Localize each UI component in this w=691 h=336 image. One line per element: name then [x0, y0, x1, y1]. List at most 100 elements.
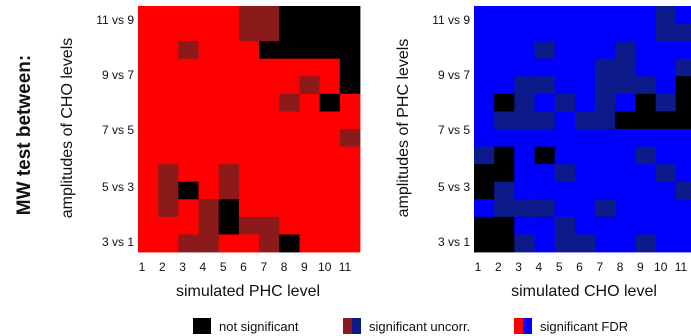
heatmap-cell	[474, 129, 495, 147]
heatmap-cell	[178, 199, 199, 218]
heatmap-cell	[514, 181, 535, 200]
heatmap-cell	[534, 129, 556, 147]
heatmap-cell	[319, 58, 341, 77]
heatmap-cell	[339, 58, 361, 77]
heatmap-cell	[339, 216, 361, 235]
heatmap-cell	[554, 164, 576, 183]
heatmap-cell	[595, 6, 616, 24]
heatmap-cell	[218, 58, 240, 77]
heatmap-cell	[514, 6, 535, 24]
heatmap-cell	[574, 146, 596, 165]
heatmap-cell	[218, 6, 240, 24]
heatmap-cell	[494, 234, 515, 253]
heatmap-cell	[574, 41, 596, 60]
x-tick-label: 1	[139, 260, 146, 274]
y-tick-label: 5 vs 3	[438, 180, 470, 194]
heatmap-cell	[138, 234, 159, 253]
heatmap-cell	[238, 76, 260, 95]
heatmap-cell	[279, 41, 300, 60]
heatmap-cell	[339, 129, 361, 147]
heatmap-cell	[178, 23, 199, 42]
heatmap-cell	[238, 58, 260, 77]
heatmap-cell	[218, 129, 240, 147]
heatmap-cell	[574, 216, 596, 235]
heatmap-cell	[514, 234, 535, 253]
heatmap-cell	[494, 23, 515, 42]
heatmap-cell	[218, 111, 240, 130]
heatmap-cell	[514, 129, 535, 147]
heatmap-cell	[279, 164, 300, 183]
heatmap-cell	[615, 164, 636, 183]
heatmap-cell	[514, 111, 535, 130]
legend: not significant significant uncorr. sign…	[193, 318, 628, 334]
heatmap-cell	[514, 164, 535, 183]
heatmap-cell	[138, 181, 159, 200]
heatmap-cell	[574, 199, 596, 218]
heatmap-cell	[279, 234, 300, 253]
heatmap-cell	[474, 93, 495, 112]
heatmap-cell	[635, 129, 657, 147]
heatmap-cell	[259, 23, 280, 42]
heatmap-cell	[238, 6, 260, 24]
heatmap-cell	[138, 199, 159, 218]
heatmap-cell	[138, 129, 159, 147]
heatmap-cell	[675, 76, 691, 95]
heatmap-cell	[178, 129, 199, 147]
heatmap-cell	[655, 146, 677, 165]
heatmap-cell	[474, 58, 495, 77]
heatmap-cell	[299, 199, 321, 218]
heatmap-cell	[675, 181, 691, 200]
heatmap-cell	[635, 199, 657, 218]
heatmap-cell	[319, 146, 341, 165]
heatmap-cell	[319, 93, 341, 112]
y-axis-label: amplitudes of CHO levels	[59, 38, 76, 219]
x-axis-label: simulated CHO level	[511, 283, 657, 300]
heatmap-cell	[574, 129, 596, 147]
heatmap-cell	[554, 6, 576, 24]
heatmap-cell	[279, 146, 300, 165]
heatmap-cell	[474, 199, 495, 218]
heatmap-cell	[178, 41, 199, 60]
legend-swatch-not-significant	[193, 318, 211, 334]
heatmap-cell	[218, 199, 240, 218]
x-tick-label: 9	[637, 260, 644, 274]
heatmap-cell	[198, 234, 220, 253]
heatmap-cell	[158, 111, 179, 130]
heatmap-cell	[554, 23, 576, 42]
heatmap-cell	[554, 58, 576, 77]
heatmap-cell	[675, 111, 691, 130]
y-axis-label: amplitudes of PHC levels	[395, 39, 412, 218]
heatmap-cell	[574, 6, 596, 24]
heatmap-cell	[178, 146, 199, 165]
heatmap-cell	[319, 129, 341, 147]
heatmap-cell	[339, 6, 361, 24]
x-tick-label: 7	[596, 260, 603, 274]
legend-swatch-uncorr-red	[343, 318, 352, 334]
y-tick-label: 3 vs 1	[102, 235, 134, 249]
heatmap-cell	[178, 181, 199, 200]
heatmap-cell	[279, 216, 300, 235]
heatmap-cell	[178, 164, 199, 183]
heatmap-cell	[574, 164, 596, 183]
heatmap-cell	[158, 146, 179, 165]
heatmap-cell	[494, 6, 515, 24]
heatmap-cell	[494, 93, 515, 112]
heatmap-cell	[339, 23, 361, 42]
heatmap-cell	[299, 164, 321, 183]
heatmap-cell	[198, 6, 220, 24]
heatmap-cell	[635, 234, 657, 253]
heatmap-cell	[178, 111, 199, 130]
heatmap-cell	[339, 93, 361, 112]
heatmap-cell	[178, 58, 199, 77]
x-tick-label: 11	[339, 260, 352, 274]
heatmap-cell	[299, 93, 321, 112]
y-tick-label: 7 vs 5	[102, 123, 134, 137]
heatmap-cell	[655, 6, 677, 24]
heatmap-cell	[474, 76, 495, 95]
heatmap-cell	[655, 129, 677, 147]
heatmap-cell	[655, 76, 677, 95]
heatmap-cell	[339, 234, 361, 253]
legend-label-not-significant: not significant	[219, 319, 299, 334]
heatmap-cell	[138, 41, 159, 60]
heatmap-cell	[259, 216, 280, 235]
